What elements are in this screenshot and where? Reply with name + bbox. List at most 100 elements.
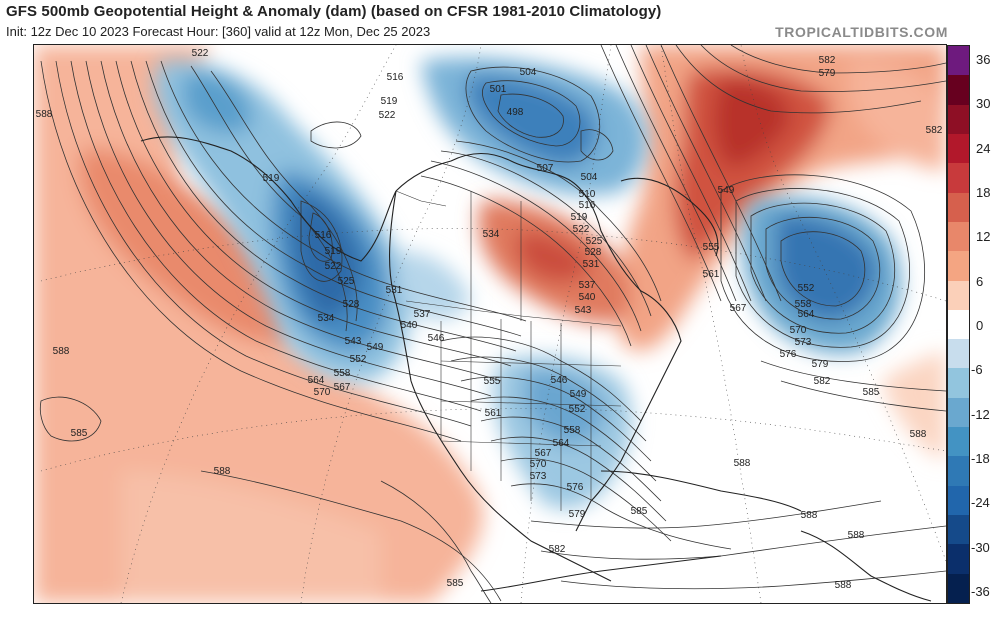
colorbar-tick-label: 30	[976, 96, 991, 112]
contour-label: 528	[585, 247, 602, 258]
colorbar-segment	[948, 368, 969, 399]
contour-label: 582	[814, 376, 831, 387]
colorbar-segment	[948, 104, 969, 135]
contour-label: 588	[36, 109, 53, 120]
anomaly-map: 5225165195225045014985885195165195225255…	[34, 45, 946, 603]
contour-labels: 5225165195225045014985885195165195225255…	[36, 48, 943, 591]
contour-label: 567	[730, 303, 747, 314]
contour-label: 507	[537, 163, 554, 174]
contour-label: 579	[569, 509, 586, 520]
contour-label: 516	[315, 230, 332, 241]
map-panel: 522 516 519 522 504 501 498 588 519 516 519 522 525 5…	[33, 44, 947, 604]
height-contours	[39, 45, 946, 603]
coastlines	[140, 136, 932, 602]
contour-label: 564	[798, 309, 815, 320]
contour-label: 585	[631, 506, 648, 517]
contour-label: 582	[819, 55, 836, 66]
colorbar-tick-label: -24	[971, 495, 990, 511]
contour-label: 522	[192, 48, 209, 59]
colorbar-segment	[948, 515, 969, 545]
colorbar-tick-label: 24	[976, 140, 991, 156]
colorbar-segment	[948, 485, 969, 516]
contour-label: 531	[583, 259, 600, 270]
contour-label: 519	[571, 212, 588, 223]
contour-label: 588	[835, 580, 852, 591]
contour-label: 552	[798, 283, 815, 294]
contour-label: 519	[263, 173, 280, 184]
contour-label: 522	[379, 110, 396, 121]
contour-label: 573	[530, 471, 547, 482]
contour-label: 543	[345, 336, 362, 347]
contour-label: 519	[381, 96, 398, 107]
contour-label: 558	[334, 368, 351, 379]
negative-anomaly-shading	[154, 57, 901, 510]
colorbar-tick-label: -18	[971, 451, 990, 466]
contour-label: 567	[535, 448, 552, 459]
contour-label: 522	[573, 224, 590, 235]
forecast-info: Init: 12z Dec 10 2023 Forecast Hour: [36…	[6, 24, 431, 39]
contour-label: 576	[567, 482, 584, 493]
contour-label: 561	[703, 269, 720, 280]
contour-label: 567	[334, 382, 351, 393]
colorbar-tick-label: 6	[976, 273, 984, 289]
colorbar-tick-label: -30	[971, 539, 990, 555]
contour-label: 585	[447, 578, 464, 589]
colorbar-segment	[948, 309, 969, 340]
colorbar-segment	[948, 427, 969, 457]
contour-label: 540	[579, 292, 596, 303]
contour-label: 549	[367, 342, 384, 353]
contour-label: 564	[308, 375, 325, 386]
contour-label: 537	[579, 280, 596, 291]
contour-label: 531	[386, 285, 403, 296]
colorbar-segment	[948, 573, 969, 604]
colorbar-segment	[948, 221, 969, 252]
contour-label: 525	[586, 236, 603, 247]
contour-label: 516	[579, 200, 596, 211]
colorbar-segment	[948, 456, 969, 487]
chart-title: GFS 500mb Geopotential Height & Anomaly …	[6, 3, 662, 20]
contour-label: 570	[790, 325, 807, 336]
contour-label: 498	[507, 107, 524, 118]
contour-label: 543	[575, 305, 592, 316]
contour-label: 519	[325, 246, 342, 257]
contour-label: 573	[795, 337, 812, 348]
contour-label: 501	[490, 84, 507, 95]
colorbar-segment	[948, 163, 969, 194]
contour-label: 510	[579, 189, 596, 200]
contour-label: 552	[350, 354, 367, 365]
colorbar-tick-label: -12	[971, 406, 990, 422]
colorbar-segment	[948, 46, 969, 76]
colorbar-segment	[948, 75, 969, 106]
colorbar-tick-label: 12	[976, 229, 991, 245]
contour-label: 537	[414, 309, 431, 320]
contour-label: 588	[910, 429, 927, 440]
colorbar-segment	[948, 544, 969, 575]
contour-label: 576	[780, 349, 797, 360]
contour-label: 588	[53, 346, 70, 357]
contour-label: 528	[343, 299, 360, 310]
contour-label: 585	[863, 387, 880, 398]
contour-label: 558	[795, 299, 812, 310]
political-borders	[395, 190, 622, 511]
contour-label: 570	[530, 459, 547, 470]
contour-label: 555	[703, 242, 720, 253]
contour-label: 588	[214, 466, 231, 477]
positive-anomaly-shading	[34, 45, 946, 603]
contour-label: 585	[71, 428, 88, 439]
contour-label: 588	[848, 530, 865, 541]
contour-label: 549	[570, 389, 587, 400]
colorbar-segment	[948, 192, 969, 223]
contour-label: 552	[569, 404, 586, 415]
contour-label: 570	[314, 387, 331, 398]
contour-label: 504	[581, 172, 598, 183]
lat-lon-grid	[40, 45, 946, 603]
colorbar-segment	[948, 133, 969, 164]
contour-label: 534	[483, 229, 500, 240]
colorbar-tick-label: 36	[976, 52, 991, 67]
contour-label: 546	[428, 333, 445, 344]
colorbar-segment	[948, 251, 969, 282]
colorbar-tick-label: 18	[976, 185, 991, 200]
colorbar-tick-label: -36	[971, 584, 990, 599]
contour-label: 549	[718, 185, 735, 196]
contour-label: 558	[564, 425, 581, 436]
